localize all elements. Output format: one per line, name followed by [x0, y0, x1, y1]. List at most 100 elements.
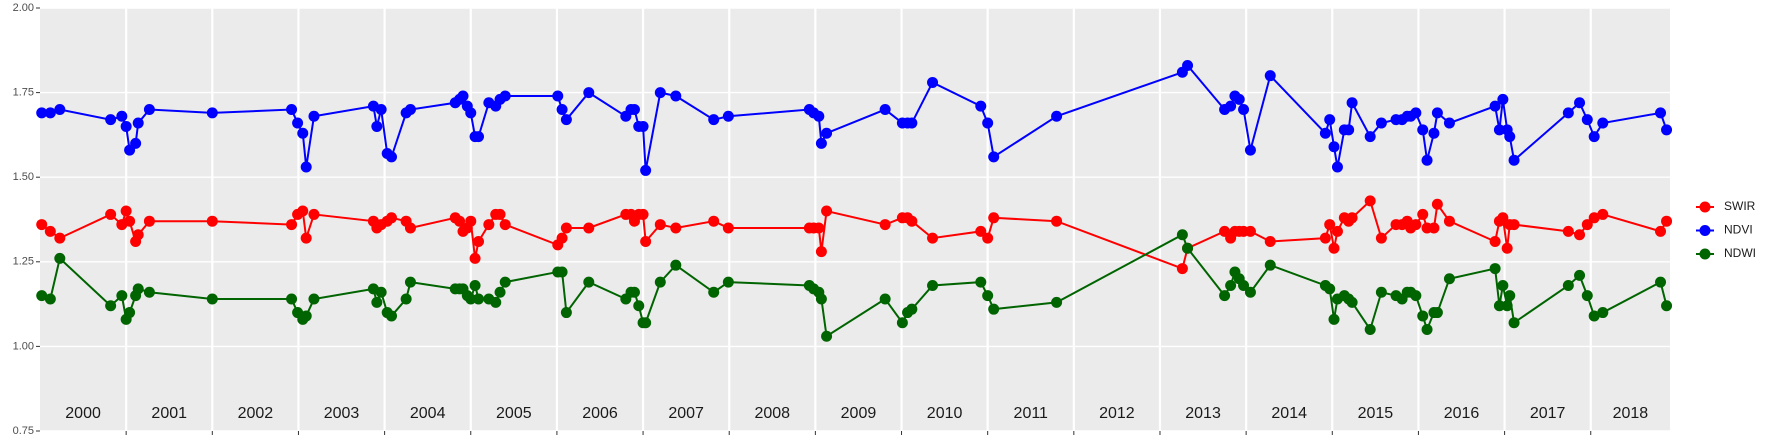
y-tick-label: 1.50 — [13, 171, 34, 183]
data-point — [1661, 215, 1673, 227]
data-point — [708, 114, 720, 126]
data-point — [1504, 131, 1516, 143]
data-point — [297, 205, 309, 217]
data-point — [44, 293, 56, 305]
data-point — [386, 151, 398, 163]
data-point — [1182, 60, 1194, 72]
legend-label: NDWI — [1724, 246, 1756, 260]
year-label: 2004 — [410, 405, 446, 422]
data-point — [404, 104, 416, 116]
data-point — [815, 293, 827, 305]
data-point — [469, 252, 481, 264]
data-point — [1497, 212, 1509, 224]
data-point — [1319, 127, 1331, 139]
data-point — [1051, 110, 1063, 122]
data-point — [120, 120, 132, 132]
data-point — [975, 225, 987, 237]
data-point — [1661, 300, 1673, 312]
data-point — [1324, 219, 1336, 231]
data-point — [975, 100, 987, 112]
data-point — [473, 293, 485, 305]
data-point — [465, 107, 477, 119]
data-point — [300, 232, 312, 244]
data-point — [1443, 215, 1455, 227]
data-point — [1264, 259, 1276, 271]
data-point — [1562, 107, 1574, 119]
data-point — [1375, 232, 1387, 244]
data-point — [1597, 307, 1609, 319]
data-point — [124, 215, 136, 227]
year-label: 2009 — [841, 405, 877, 422]
data-point — [130, 137, 142, 149]
year-label: 2007 — [668, 405, 704, 422]
data-point — [1489, 235, 1501, 247]
data-point — [628, 104, 640, 116]
data-point — [1421, 323, 1433, 335]
data-point — [1264, 70, 1276, 82]
data-point — [552, 90, 564, 102]
data-point — [375, 286, 387, 298]
year-label: 2010 — [927, 405, 963, 422]
data-point — [1497, 93, 1509, 105]
data-point — [499, 90, 511, 102]
data-point — [708, 286, 720, 298]
data-point — [286, 104, 298, 116]
data-point — [654, 87, 666, 99]
data-point — [105, 208, 117, 220]
data-point — [1597, 117, 1609, 129]
data-point — [556, 104, 568, 116]
data-point — [654, 219, 666, 231]
data-point — [1489, 263, 1501, 275]
data-point — [1501, 300, 1513, 312]
data-point — [988, 212, 1000, 224]
data-point — [982, 117, 994, 129]
data-point — [116, 110, 128, 122]
data-point — [494, 286, 506, 298]
data-point — [473, 131, 485, 143]
data-point — [1508, 317, 1520, 329]
data-point — [1346, 97, 1358, 109]
data-point — [1319, 232, 1331, 244]
year-label: 2014 — [1271, 405, 1307, 422]
data-point — [1375, 286, 1387, 298]
data-point — [1346, 212, 1358, 224]
data-point — [105, 300, 117, 312]
data-point — [1428, 127, 1440, 139]
data-point — [927, 76, 939, 88]
data-point — [1417, 124, 1429, 136]
data-point — [490, 296, 502, 308]
data-point — [132, 283, 144, 295]
data-point — [633, 300, 645, 312]
data-point — [44, 107, 56, 119]
legend-label: SWIR — [1724, 199, 1756, 213]
data-point — [1574, 269, 1586, 281]
year-label: 2003 — [324, 405, 360, 422]
data-point — [927, 232, 939, 244]
data-point — [1176, 229, 1188, 241]
data-point — [1225, 100, 1237, 112]
data-point — [499, 276, 511, 288]
data-point — [583, 276, 595, 288]
data-point — [1562, 225, 1574, 237]
data-point — [1443, 273, 1455, 285]
year-label: 2008 — [754, 405, 790, 422]
data-point — [1343, 124, 1355, 136]
data-point — [906, 303, 918, 315]
data-point — [1562, 279, 1574, 291]
data-point — [988, 151, 1000, 163]
data-point — [1493, 124, 1505, 136]
data-point — [1417, 310, 1429, 322]
data-point — [1508, 219, 1520, 231]
data-point — [1225, 279, 1237, 291]
data-point — [206, 215, 218, 227]
data-point — [1581, 114, 1593, 126]
data-point — [637, 120, 649, 132]
data-point — [132, 229, 144, 241]
data-point — [1431, 107, 1443, 119]
data-point — [54, 252, 66, 264]
data-point — [1324, 114, 1336, 126]
data-point — [815, 137, 827, 149]
data-point — [120, 205, 132, 217]
data-point — [124, 307, 136, 319]
